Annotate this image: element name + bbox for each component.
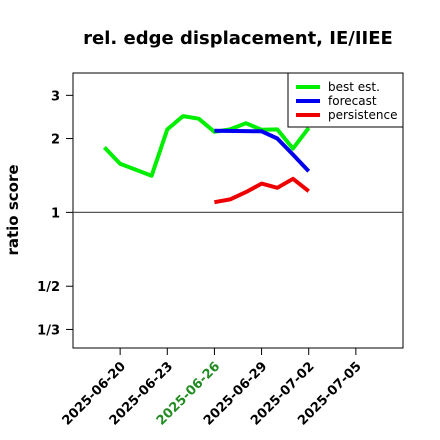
legend-label-persistence: persistence <box>328 108 397 122</box>
legend-label-forecast: forecast <box>328 94 377 108</box>
chart-title: rel. edge displacement, IE/IIEE <box>83 28 393 49</box>
plot-area <box>72 72 404 349</box>
y-axis: 1/3 1/2 1 2 3 <box>37 89 73 338</box>
y-axis-label: ratio score <box>4 164 22 255</box>
legend-label-best-est: best est. <box>328 80 380 94</box>
y-tick-label: 3 <box>51 89 60 104</box>
series-line-forecast <box>214 128 311 173</box>
y-tick-label: 1/3 <box>37 323 60 338</box>
series-line-persistence <box>214 176 310 205</box>
plot-frame <box>72 72 404 349</box>
series-layer <box>102 114 311 205</box>
y-tick-label: 1/2 <box>37 280 60 295</box>
series-line-best-est <box>102 114 311 178</box>
y-tick-label: 1 <box>51 206 60 221</box>
x-axis: 2025-06-202025-06-232025-06-262025-06-29… <box>60 348 365 429</box>
y-tick-label: 2 <box>51 133 60 148</box>
